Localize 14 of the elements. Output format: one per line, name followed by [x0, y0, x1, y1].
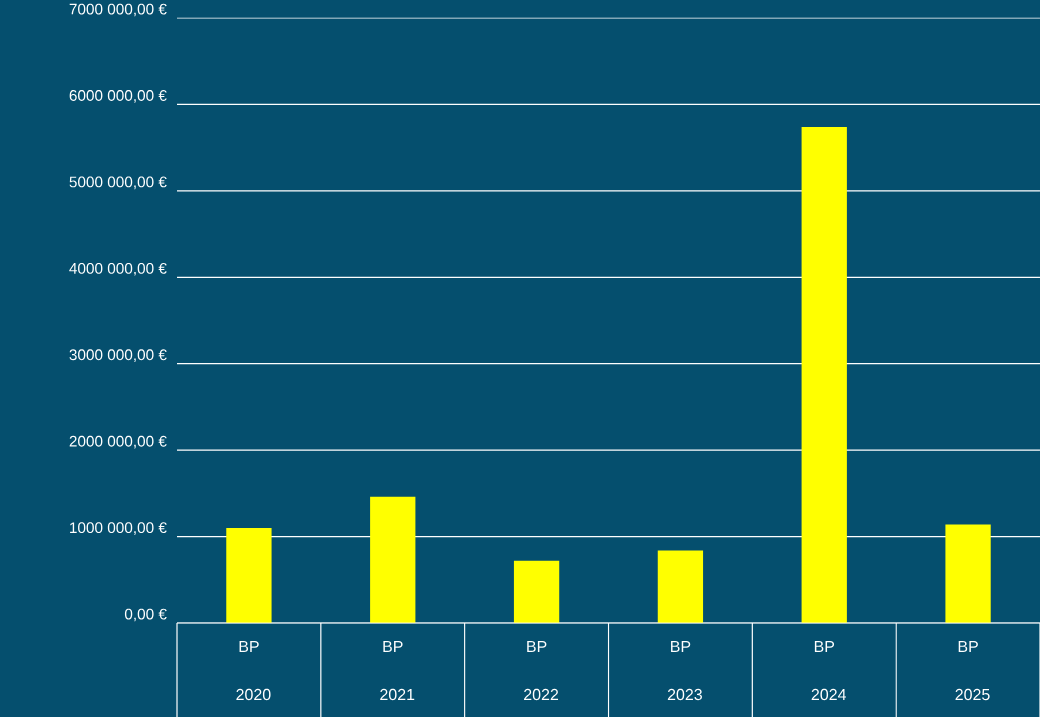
category-label: BP 2022 — [524, 641, 559, 701]
y-tick-label: 2000 000,00 € — [69, 435, 167, 449]
category-label: BP 2021 — [380, 641, 415, 701]
category-label: BP 2023 — [667, 641, 702, 701]
category-label: BP 2020 — [236, 641, 271, 701]
y-tick-label: 4000 000,00 € — [69, 262, 167, 276]
category-label: BP 2025 — [955, 641, 990, 701]
y-tick-label: 3000 000,00 € — [69, 349, 167, 363]
y-tick-label: 7000 000,00 € — [69, 3, 167, 17]
y-tick-label: 5000 000,00 € — [69, 176, 167, 190]
y-tick-label: 6000 000,00 € — [69, 90, 167, 103]
category-label: BP 2024 — [811, 641, 847, 701]
y-tick-label: 1000 000,00 € — [70, 522, 167, 535]
y-tick-label: 0,00 € — [124, 608, 167, 622]
